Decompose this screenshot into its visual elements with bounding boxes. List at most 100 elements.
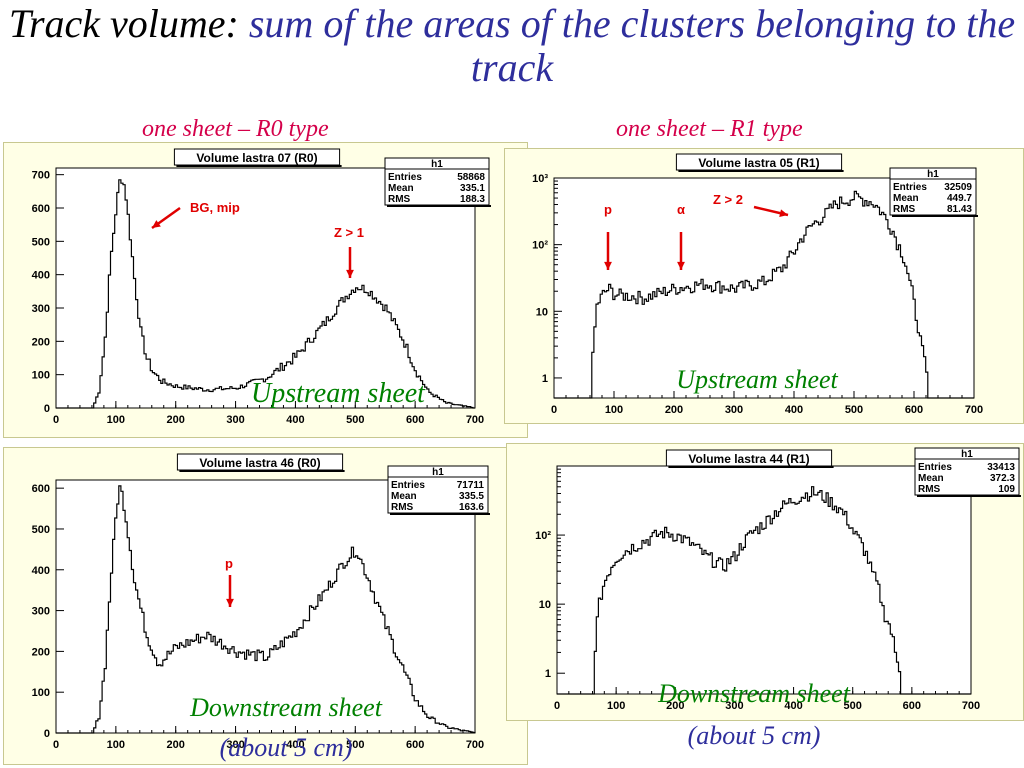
y-tick-label: 100: [32, 687, 50, 699]
stats-label-entries: Entries: [391, 480, 425, 491]
slide-title: Track volume: sum of the areas of the cl…: [0, 2, 1024, 90]
stats-box: [914, 447, 1020, 496]
stats-shadow: [387, 205, 491, 207]
stats-name: h1: [927, 169, 939, 180]
x-tick-label: 700: [965, 404, 983, 416]
stats-value-rms: 188.3: [460, 194, 485, 205]
y-tick-label: 1: [545, 668, 551, 680]
stats-label-mean: Mean: [391, 491, 417, 502]
stats-value-entries: 33413: [987, 462, 1015, 473]
y-tick-label: 500: [32, 524, 50, 536]
stats-name: h1: [431, 159, 443, 170]
annotation-label: α: [677, 202, 685, 217]
histogram-line-3: [56, 485, 476, 734]
stats-value-rms: 81.43: [947, 204, 972, 215]
y-tick-label: 700: [32, 170, 50, 182]
chart-title: Volume lastra 44 (R1): [688, 452, 809, 466]
stats-label-entries: Entries: [388, 172, 422, 183]
caption-3: Downstream sheet: [189, 693, 383, 722]
y-tick-label: 10²: [532, 240, 548, 252]
annotation-arrowhead: [779, 209, 788, 217]
x-tick-label: 200: [665, 404, 683, 416]
y-tick-label: 300: [32, 606, 50, 618]
x-tick-label: 0: [554, 700, 560, 712]
chart-title: Volume lastra 46 (R0): [199, 456, 320, 470]
stats-value-mean: 335.5: [459, 491, 484, 502]
stats-value-mean: 449.7: [947, 193, 972, 204]
chart-title: Volume lastra 05 (R1): [698, 156, 819, 170]
plot-frame-1: [55, 167, 476, 409]
x-tick-label: 400: [286, 739, 304, 751]
x-tick-label: 100: [605, 404, 623, 416]
chart-title: Volume lastra 07 (R0): [196, 151, 317, 165]
x-tick-label: 300: [226, 739, 244, 751]
x-tick-label: 100: [107, 414, 125, 426]
x-tick-label: 400: [785, 404, 803, 416]
y-tick-label: 100: [32, 370, 50, 382]
y-tick-label: 600: [32, 203, 50, 215]
annotation-label: p: [225, 556, 233, 571]
annotation-arrowhead: [226, 598, 234, 607]
stats-label-rms: RMS: [388, 194, 411, 205]
annotation-label: BG, mip: [190, 200, 240, 215]
annotation-arrowhead: [346, 269, 354, 278]
annotation-label: Z > 1: [334, 225, 364, 240]
x-tick-label: 300: [725, 700, 743, 712]
x-tick-label: 700: [466, 739, 484, 751]
y-tick-label: 200: [32, 646, 50, 658]
stats-value-rms: 109: [998, 484, 1015, 495]
stats-value-entries: 32509: [944, 182, 972, 193]
stats-value-rms: 163.6: [459, 502, 484, 513]
histogram-line-1: [56, 179, 475, 409]
x-tick-label: 100: [107, 739, 125, 751]
stats-label-mean: Mean: [918, 473, 944, 484]
stats-label-rms: RMS: [893, 204, 916, 215]
y-tick-label: 10: [539, 599, 551, 611]
x-tick-label: 500: [346, 414, 364, 426]
annotation-label: p: [604, 202, 612, 217]
histogram-line-2: [554, 190, 974, 399]
stats-box: [387, 465, 489, 514]
x-tick-label: 300: [725, 404, 743, 416]
stats-label-entries: Entries: [918, 462, 952, 473]
stats-name: h1: [961, 449, 973, 460]
stats-label-rms: RMS: [918, 484, 941, 495]
caption2-3: (about 5 cm): [220, 733, 353, 762]
x-tick-label: 300: [226, 414, 244, 426]
x-tick-label: 200: [167, 414, 185, 426]
y-tick-label: 300: [32, 303, 50, 315]
stats-label-rms: RMS: [391, 502, 414, 513]
x-tick-label: 500: [844, 700, 862, 712]
y-tick-label: 0: [44, 403, 50, 415]
plot-frame-4: [556, 465, 972, 695]
x-tick-label: 700: [962, 700, 980, 712]
y-tick-label: 500: [32, 236, 50, 248]
x-tick-label: 400: [784, 700, 802, 712]
caption-2: Upstream sheet: [676, 365, 838, 394]
stats-value-entries: 58868: [457, 172, 485, 183]
annotation-arrowhead: [152, 220, 161, 228]
stats-value-mean: 335.1: [460, 183, 485, 194]
x-tick-label: 100: [607, 700, 625, 712]
stats-shadow: [390, 513, 490, 515]
y-tick-label: 1: [542, 373, 548, 385]
annotation-arrowhead: [604, 261, 612, 270]
y-tick-label: 600: [32, 483, 50, 495]
caption-4: Downstream sheet: [657, 679, 851, 708]
x-tick-label: 600: [905, 404, 923, 416]
stats-label-entries: Entries: [893, 182, 927, 193]
x-tick-label: 0: [551, 404, 557, 416]
x-tick-label: 200: [167, 739, 185, 751]
x-tick-label: 400: [286, 414, 304, 426]
title-blue: sum of the areas of the clusters belongi…: [248, 1, 1016, 90]
stats-name: h1: [432, 467, 444, 478]
histogram-line-4: [557, 486, 971, 695]
y-tick-label: 10²: [535, 530, 551, 542]
x-tick-label: 500: [346, 739, 364, 751]
y-tick-label: 200: [32, 336, 50, 348]
x-tick-label: 600: [406, 414, 424, 426]
x-tick-label: 700: [466, 414, 484, 426]
annotation-label: Z > 2: [713, 192, 743, 207]
stats-value-mean: 372.3: [990, 473, 1015, 484]
